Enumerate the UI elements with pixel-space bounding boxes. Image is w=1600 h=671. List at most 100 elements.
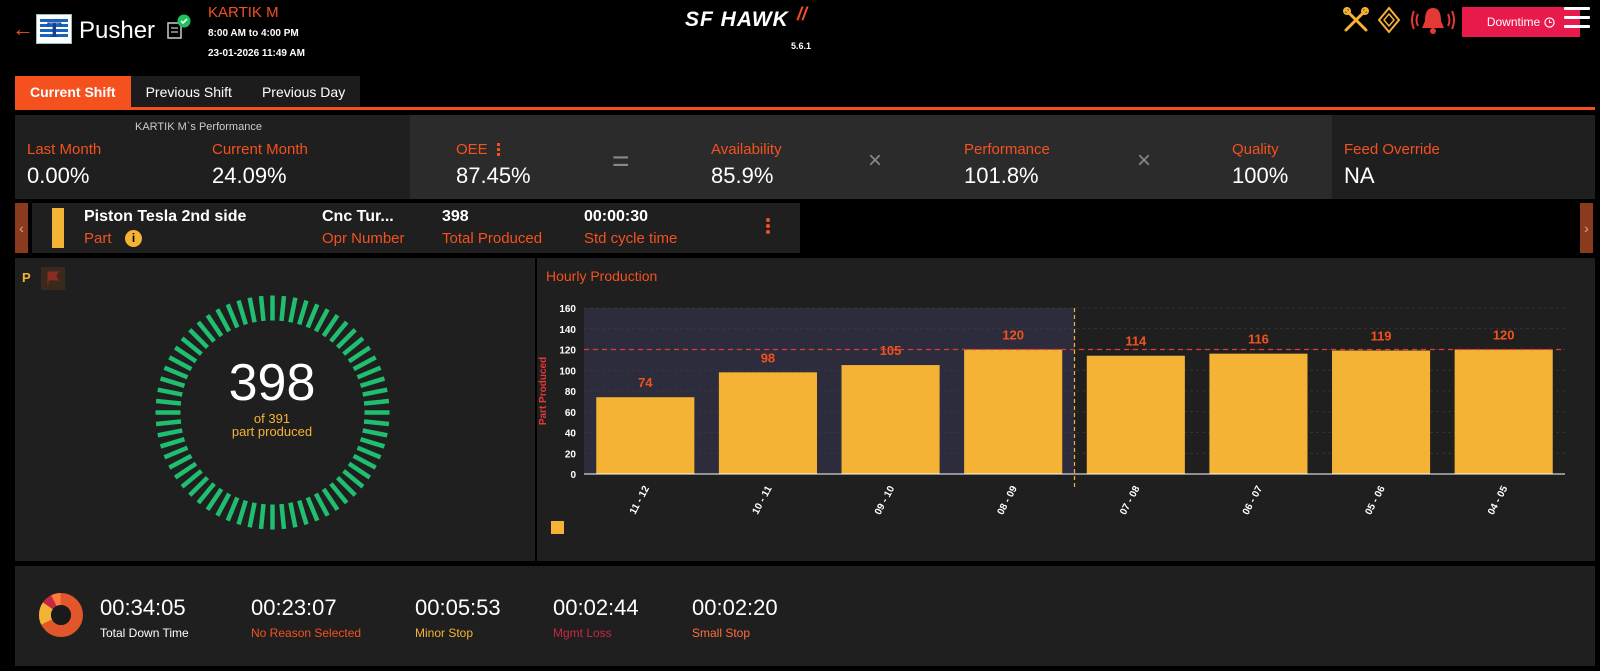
- mgmt-loss-value: 00:02:44: [553, 595, 639, 620]
- clock-icon: [1544, 16, 1555, 28]
- part-prev-button[interactable]: ‹: [15, 203, 28, 253]
- ring-segment: [313, 492, 330, 517]
- ring-segment: [168, 453, 193, 470]
- ring-segment: [157, 428, 183, 438]
- ring-segment: [356, 445, 382, 460]
- tab-current-shift[interactable]: Current Shift: [15, 76, 131, 108]
- ring-segment: [205, 313, 224, 338]
- total-downtime-value: 00:34:05: [100, 595, 186, 620]
- current-datetime: 23-01-2026 11:49 AM: [208, 48, 305, 59]
- quality-label: Quality: [1232, 141, 1279, 158]
- alarm-bell-icon[interactable]: [1411, 4, 1455, 36]
- no-reason-value: 00:23:07: [251, 595, 337, 620]
- brand-slash-icon: //: [797, 4, 808, 24]
- menu-icon[interactable]: [1564, 7, 1590, 31]
- feed-override-label: Feed Override: [1344, 141, 1440, 158]
- ring-segment: [188, 328, 210, 350]
- bar-value-label: 119: [1371, 329, 1392, 344]
- bar: [596, 397, 695, 474]
- minor-stop-label: Minor Stop: [415, 626, 474, 640]
- ring-segment: [225, 496, 240, 522]
- bar: [1332, 350, 1431, 474]
- downtime-panel: [15, 566, 1595, 666]
- produced-target: of 391: [253, 411, 291, 426]
- ring-segment: [279, 503, 287, 530]
- bar: [841, 365, 940, 474]
- opr-number-value: Cnc Tur...: [322, 208, 394, 225]
- part-name: Piston Tesla 2nd side: [84, 208, 247, 225]
- ring-segment: [180, 336, 203, 356]
- back-arrow-icon[interactable]: ←: [12, 16, 34, 41]
- ring-segment: [356, 365, 382, 380]
- downtime-button[interactable]: Downtime: [1462, 7, 1580, 37]
- ring-segment: [329, 320, 349, 343]
- tab-previous-shift[interactable]: Previous Shift: [145, 84, 232, 100]
- ring-segment: [155, 398, 182, 406]
- y-tick-label: 100: [559, 366, 576, 377]
- ring-segment: [359, 437, 386, 449]
- y-tick-label: 60: [565, 408, 577, 419]
- ring-segment: [279, 295, 287, 322]
- info-icon[interactable]: i: [125, 230, 142, 247]
- ring-segment: [196, 320, 216, 343]
- total-produced-value: 398: [442, 208, 469, 225]
- bar-value-label: 74: [638, 375, 653, 390]
- quality-value: 100%: [1232, 163, 1289, 188]
- y-tick-label: 120: [559, 346, 576, 357]
- current-month-label: Current Month: [212, 141, 308, 158]
- multiply-icon: ×: [1137, 147, 1152, 174]
- flag-icon[interactable]: [41, 267, 65, 290]
- std-cycle-time-label: Std cycle time: [584, 230, 678, 247]
- part-next-button[interactable]: ›: [1580, 203, 1593, 253]
- last-month-label: Last Month: [27, 141, 102, 158]
- ring-segment: [335, 328, 357, 350]
- ring-segment: [215, 492, 232, 517]
- y-tick-label: 160: [559, 304, 576, 315]
- ring-segment: [155, 419, 182, 427]
- ring-segment: [313, 308, 330, 333]
- part-more-icon[interactable]: [766, 218, 774, 238]
- ring-segment: [352, 453, 377, 470]
- x-tick-label: 06 - 07: [1241, 484, 1266, 517]
- produced-count: 398: [228, 354, 316, 412]
- ring-segment: [329, 482, 349, 505]
- small-stop-value: 00:02:20: [692, 595, 778, 620]
- bar-value-label: 98: [761, 350, 775, 365]
- ring-segment: [236, 499, 248, 526]
- downtime-label: Downtime: [1486, 15, 1541, 29]
- ring-segment: [258, 295, 266, 322]
- x-tick-label: 07 - 08: [1118, 484, 1143, 517]
- ring-segment: [342, 336, 365, 356]
- ring-segment: [236, 299, 248, 326]
- tab-underline: [15, 107, 1595, 110]
- ring-segment: [321, 313, 340, 338]
- oee-more-icon[interactable]: [497, 143, 503, 159]
- tab-previous-day[interactable]: Previous Day: [261, 84, 346, 100]
- shift-time: 8:00 AM to 4:00 PM: [208, 28, 299, 39]
- minor-stop-value: 00:05:53: [415, 595, 501, 620]
- oee-section: [410, 115, 1332, 199]
- x-tick-label: 08 - 09: [996, 484, 1021, 517]
- feed-override-value: NA: [1344, 163, 1375, 188]
- bar-value-label: 116: [1248, 332, 1269, 347]
- machine-name: Pusher: [79, 17, 156, 44]
- ring-segment: [352, 355, 377, 372]
- ring-segment: [215, 308, 232, 333]
- diamond-icon[interactable]: [1377, 6, 1401, 34]
- ring-segment: [347, 345, 372, 364]
- total-downtime-label: Total Down Time: [100, 626, 189, 640]
- no-reason-label: No Reason Selected: [251, 626, 362, 640]
- ring-segment: [159, 437, 186, 449]
- x-tick-label: 05 - 06: [1363, 484, 1388, 517]
- app-version: 5.6.1: [791, 41, 812, 51]
- tools-icon[interactable]: [1342, 6, 1370, 34]
- ring-segment: [342, 469, 365, 489]
- operator-performance-title: KARTIK M`s Performance: [135, 121, 262, 133]
- brand-logo: SF HAWK: [685, 8, 789, 31]
- ring-segment: [168, 355, 193, 372]
- ring-segment: [173, 345, 198, 364]
- bar: [1086, 355, 1185, 474]
- ring-segment: [305, 303, 320, 329]
- performance-label: Performance: [964, 141, 1050, 158]
- legend-swatch: [551, 521, 564, 534]
